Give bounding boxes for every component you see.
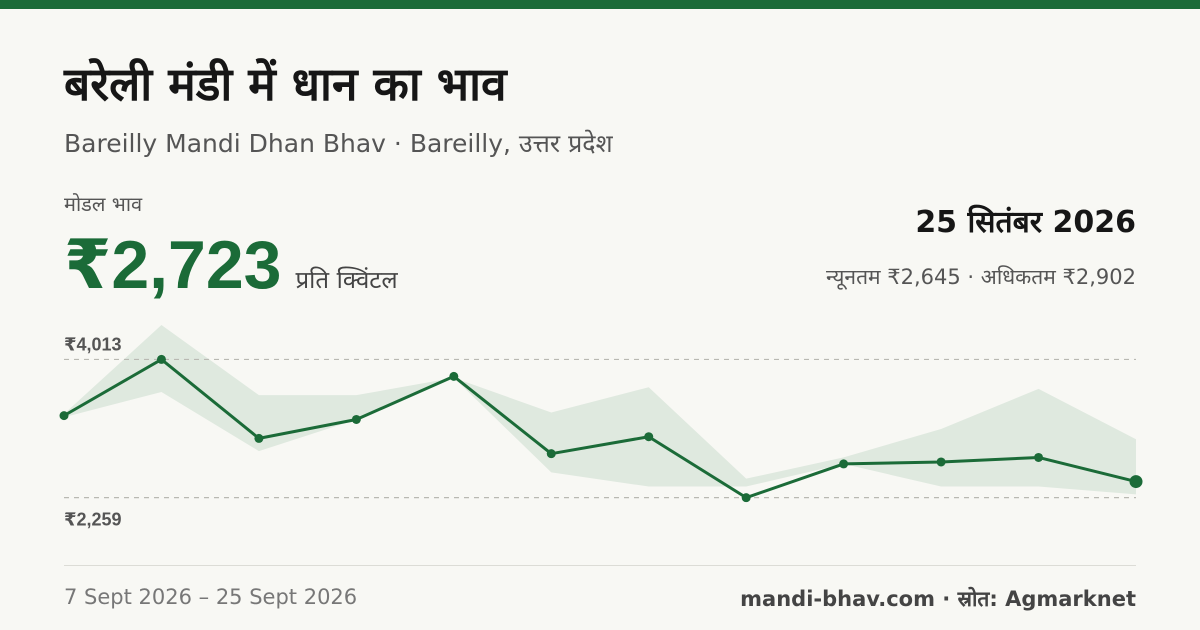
price-date: 25 सितंबर 2026: [915, 205, 1136, 240]
data-point: [254, 433, 264, 443]
price-row: ₹2,723 प्रति क्विंटल: [64, 226, 398, 305]
data-point: [936, 457, 946, 467]
price-label: मोडल भाव: [64, 192, 143, 216]
model-price: ₹2,723: [64, 227, 282, 303]
price-range-band: [64, 325, 1136, 495]
footer-divider: [64, 565, 1136, 566]
footer-source: mandi-bhav.com · स्रोत: Agmarknet: [740, 587, 1136, 611]
data-point: [644, 432, 654, 442]
top-accent-bar: [0, 0, 1200, 9]
price-unit: प्रति क्विंटल: [295, 266, 398, 294]
page-subtitle: Bareilly Mandi Dhan Bhav · Bareilly, उत्…: [64, 129, 613, 158]
reference-label: ₹2,259: [64, 510, 122, 530]
data-point: [1034, 452, 1044, 462]
footer-date-range: 7 Sept 2026 – 25 Sept 2026: [64, 585, 358, 609]
page-title: बरेली मंडी में धान का भाव: [64, 57, 507, 111]
data-point: [449, 371, 459, 381]
reference-label: ₹4,013: [64, 334, 122, 354]
price-chart: ₹4,013 ₹2,259: [59, 325, 1143, 530]
price-range: न्यूनतम ₹2,645 · अधिकतम ₹2,902: [826, 265, 1136, 289]
data-point: [351, 414, 361, 424]
data-point: [1129, 475, 1143, 489]
data-point: [546, 449, 556, 459]
data-point: [59, 411, 69, 421]
data-point: [741, 493, 751, 503]
data-point: [156, 354, 166, 364]
data-point: [839, 459, 849, 469]
series-line: [62, 357, 1138, 500]
